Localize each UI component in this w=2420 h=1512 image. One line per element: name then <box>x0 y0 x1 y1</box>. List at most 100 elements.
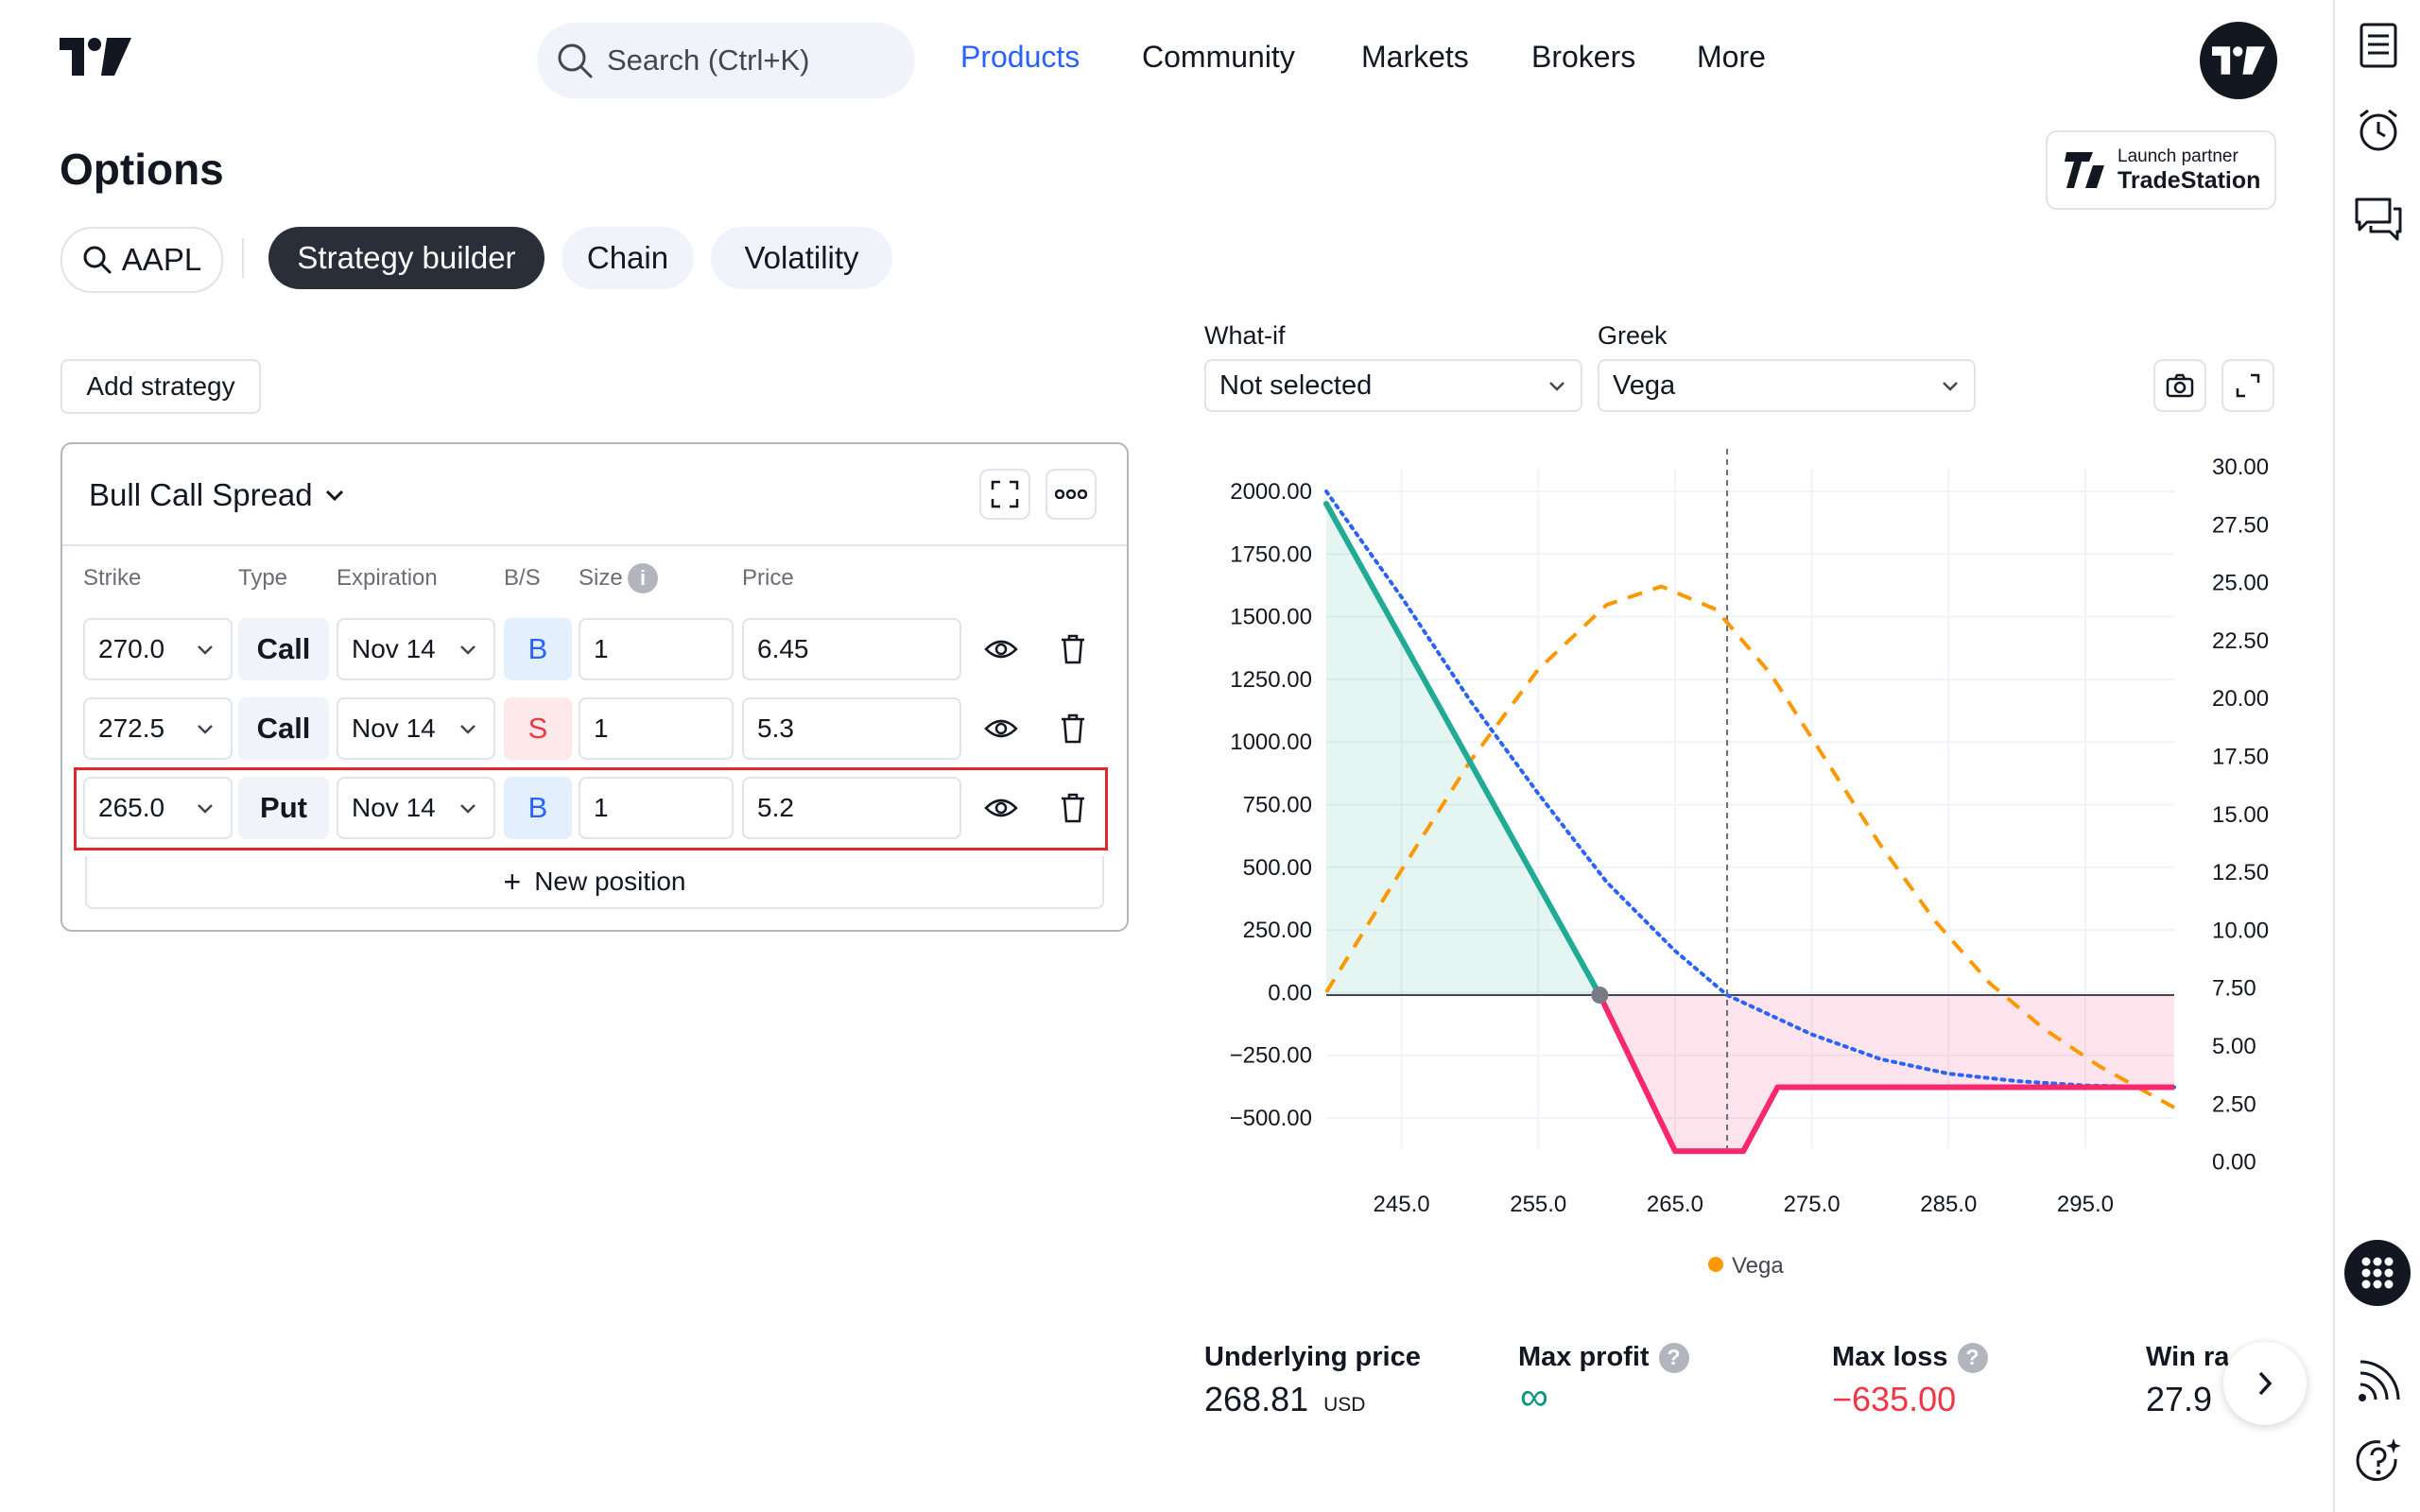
greek-label: Greek <box>1598 321 1668 350</box>
chevron-down-icon <box>198 645 213 655</box>
fullscreen-button[interactable] <box>979 469 1030 520</box>
max-profit: Max profit ? <box>1518 1342 1689 1373</box>
greek-select[interactable]: Vega <box>1598 359 1976 412</box>
chevron-down-icon <box>460 645 475 655</box>
strike-value: 265.0 <box>98 793 165 822</box>
trash-icon[interactable] <box>1054 789 1092 827</box>
breakeven-point <box>1591 987 1609 1004</box>
y-right-tick-label: 15.00 <box>2212 802 2269 828</box>
buy-sell-toggle[interactable]: S <box>504 697 572 760</box>
info-icon[interactable]: i <box>628 563 658 593</box>
y-left-tick-label: 250.00 <box>1243 918 1312 943</box>
strategy-selector[interactable]: Bull Call Spread <box>89 477 347 513</box>
broadcast-icon[interactable] <box>2354 1357 2403 1406</box>
size-input[interactable]: 1 <box>579 618 734 680</box>
watchlist-icon[interactable] <box>2354 21 2403 70</box>
y-left-tick-label: 1750.00 <box>1230 541 1312 567</box>
y-left-tick-label: 750.00 <box>1243 793 1312 818</box>
size-input[interactable]: 1 <box>579 777 734 839</box>
strike-value: 272.5 <box>98 713 165 743</box>
nav-community[interactable]: Community <box>1142 40 1295 74</box>
greek-value: Vega <box>1613 369 1676 401</box>
tradingview-logo[interactable] <box>60 38 131 76</box>
max-loss-value: −635.00 <box>1832 1380 1957 1418</box>
expiration-select[interactable]: Nov 14 <box>337 618 495 680</box>
add-strategy-button[interactable]: Add strategy <box>60 359 261 414</box>
chevron-down-icon <box>1943 382 1958 391</box>
y-right-tick-label: 17.50 <box>2212 745 2269 770</box>
price-input[interactable]: 5.2 <box>742 777 961 839</box>
trash-icon[interactable] <box>1054 630 1092 668</box>
trash-icon[interactable] <box>1054 710 1092 747</box>
x-tick-label: 265.0 <box>1647 1192 1703 1217</box>
partner-name: TradeStation <box>2118 166 2261 194</box>
chevron-down-icon <box>460 804 475 814</box>
size-input[interactable]: 1 <box>579 697 734 760</box>
apps-grid-button[interactable] <box>2344 1240 2411 1306</box>
strike-select[interactable]: 265.0 <box>83 777 233 839</box>
search-icon <box>83 246 112 274</box>
tab-strategy-builder[interactable]: Strategy builder <box>268 227 544 289</box>
type-toggle[interactable]: Put <box>238 777 329 839</box>
y-right-tick-label: 30.00 <box>2212 455 2269 480</box>
screenshot-button[interactable] <box>2153 359 2206 412</box>
y-left-tick-label: −250.00 <box>1230 1043 1312 1069</box>
tab-chain[interactable]: Chain <box>562 227 694 289</box>
symbol-search-button[interactable]: AAPL <box>60 227 223 293</box>
chevron-down-icon <box>198 804 213 814</box>
partner-badge[interactable]: Launch partner TradeStation <box>2046 130 2276 210</box>
expand-icon <box>991 480 1019 508</box>
nav-products[interactable]: Products <box>960 40 1080 74</box>
search-placeholder: Search (Ctrl+K) <box>607 43 810 77</box>
tab-volatility[interactable]: Volatility <box>711 227 892 289</box>
whatif-label: What-if <box>1204 321 1286 350</box>
chat-icon[interactable] <box>2354 195 2403 244</box>
type-toggle[interactable]: Call <box>238 697 329 760</box>
win-rate-value: 27.9 <box>2146 1380 2213 1418</box>
help-icon[interactable]: ? <box>1957 1342 1988 1373</box>
expiration-select[interactable]: Nov 14 <box>337 697 495 760</box>
tradestation-logo-icon <box>2065 152 2104 188</box>
max-loss-label: Max loss <box>1832 1342 1948 1372</box>
user-avatar[interactable] <box>2200 22 2277 99</box>
col-price: Price <box>742 565 794 591</box>
chart-fullscreen-button[interactable] <box>2221 359 2274 412</box>
expiration-select[interactable]: Nov 14 <box>337 777 495 839</box>
y-left-tick-label: 1500.00 <box>1230 605 1312 630</box>
buy-sell-toggle[interactable]: B <box>504 618 572 680</box>
col-bs: B/S <box>504 565 541 591</box>
strike-value: 270.0 <box>98 634 165 663</box>
help-icon[interactable] <box>2354 1436 2403 1486</box>
nav-more[interactable]: More <box>1697 40 1766 74</box>
type-toggle[interactable]: Call <box>238 618 329 680</box>
strike-select[interactable]: 272.5 <box>83 697 233 760</box>
strike-select[interactable]: 270.0 <box>83 618 233 680</box>
search-input[interactable]: Search (Ctrl+K) <box>537 23 915 98</box>
buy-sell-toggle[interactable]: B <box>504 777 572 839</box>
nav-markets[interactable]: Markets <box>1361 40 1469 74</box>
y-left-tick-label: 1000.00 <box>1230 730 1312 755</box>
y-right-tick-label: 5.00 <box>2212 1034 2256 1059</box>
help-icon[interactable]: ? <box>1658 1342 1689 1373</box>
whatif-value: Not selected <box>1219 369 1373 401</box>
y-left-tick-label: 0.00 <box>1268 980 1312 1005</box>
next-stats-button[interactable] <box>2223 1342 2307 1425</box>
loss-area <box>1599 995 2174 1152</box>
price-input[interactable]: 6.45 <box>742 618 961 680</box>
price-input[interactable]: 5.3 <box>742 697 961 760</box>
ellipsis-icon <box>1055 490 1087 499</box>
eye-icon[interactable] <box>982 630 1020 668</box>
y-right-tick-label: 0.00 <box>2212 1150 2256 1176</box>
eye-icon[interactable] <box>982 789 1020 827</box>
chevron-down-icon <box>1549 382 1564 391</box>
new-position-button[interactable]: + New position <box>85 856 1104 909</box>
nav-brokers[interactable]: Brokers <box>1531 40 1636 74</box>
search-icon <box>558 43 593 78</box>
more-options-button[interactable] <box>1046 469 1097 520</box>
legend-vega-swatch <box>1708 1257 1723 1272</box>
whatif-select[interactable]: Not selected <box>1204 359 1582 412</box>
payoff-chart[interactable]: 2000.00 1750.00 1500.00 1250.00 1000.00 750.0… <box>1201 444 2290 1285</box>
theoretical-pnl-line <box>1324 490 2176 1090</box>
eye-icon[interactable] <box>982 710 1020 747</box>
alarm-clock-icon[interactable] <box>2354 106 2403 155</box>
